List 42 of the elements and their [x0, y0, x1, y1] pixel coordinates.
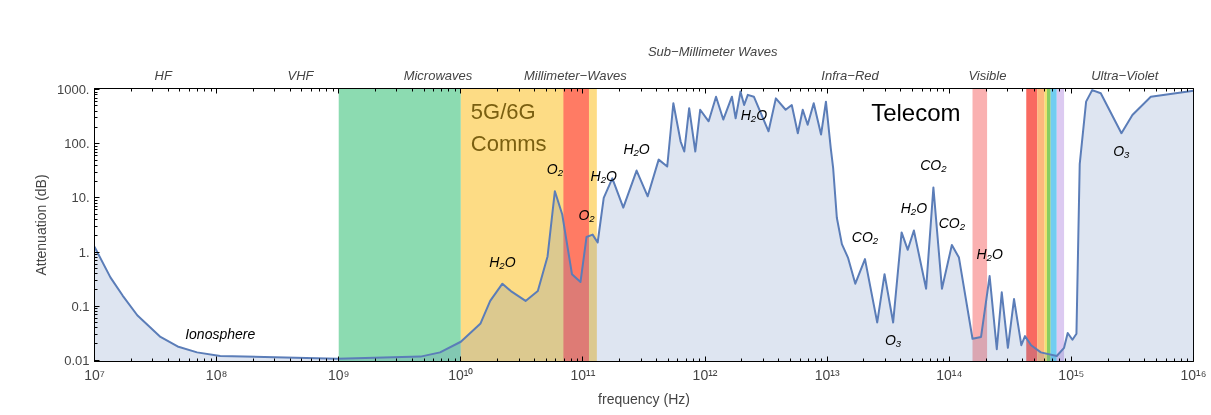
annotation: H₂O	[976, 246, 1003, 263]
text: Sub−Millimeter Waves	[647, 43, 778, 59]
x-axis-title: frequency (Hz)	[598, 390, 690, 407]
annotation: O₃	[1113, 143, 1131, 160]
x-tick-label: 10⁷	[84, 366, 105, 383]
annotation: O₂	[578, 206, 596, 223]
x-tick-label: 10¹⁵	[1058, 366, 1085, 383]
annotation: O₂	[546, 161, 564, 178]
band-label: 5G/6G Comms	[470, 98, 547, 156]
x-tick-label: 10⁹	[327, 366, 350, 383]
y-tick-label: 1000.	[56, 82, 90, 98]
annotation: H₂O	[489, 253, 516, 270]
annotation: H₂O	[590, 167, 618, 184]
annotation: CO₂	[851, 229, 879, 246]
annotation: H₂O	[900, 200, 928, 217]
x-tick-label: 10⁸	[205, 366, 228, 383]
x-tick-label: 10¹²	[692, 366, 718, 383]
annotation: CO₂	[920, 157, 948, 174]
annotation: H₂O	[740, 106, 768, 123]
text: Infra−Red	[821, 67, 880, 83]
y-tick-label: 0.1	[71, 298, 90, 314]
y-tick-label: 10.	[71, 190, 90, 206]
text: Visible	[968, 67, 1007, 83]
text: Ultra−Violet	[1091, 67, 1160, 83]
x-tick-label: 10¹¹	[570, 366, 596, 383]
text: Millimeter−Waves	[523, 67, 628, 83]
annotation: Ionosphere	[185, 326, 256, 343]
x-tick-label: 10¹⁰	[448, 366, 474, 383]
band-label: Telecom	[871, 98, 961, 126]
text: Microwaves	[403, 67, 473, 83]
x-tick-label: 10¹³	[814, 366, 840, 383]
x-tick-label: 10¹⁴	[936, 366, 963, 383]
annotation: O₃	[884, 332, 902, 349]
text: VHF	[287, 67, 315, 83]
y-tick-label: 100.	[64, 136, 90, 152]
x-tick-label: 10¹⁶	[1180, 366, 1207, 383]
text: HF	[154, 67, 173, 83]
y-tick-label: 1.	[78, 244, 90, 260]
y-tick-label: 0.01	[64, 352, 90, 368]
y-axis-title: Attenuation (dB)	[32, 174, 49, 276]
annotation: H₂O	[623, 140, 650, 157]
annotation: CO₂	[938, 214, 966, 231]
